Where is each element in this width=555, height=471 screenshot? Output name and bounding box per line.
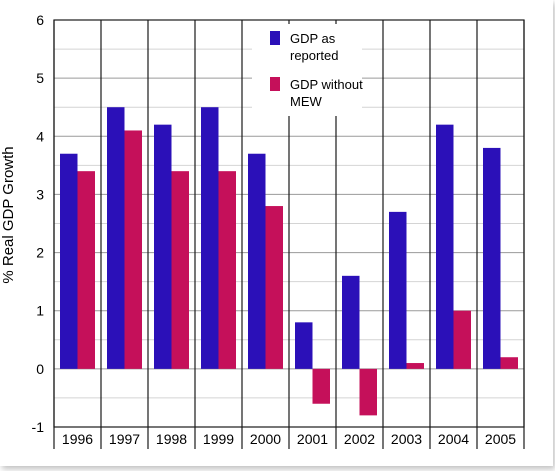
legend-swatch	[270, 31, 280, 45]
y-tick-label: 6	[36, 12, 44, 28]
y-tick-label: 4	[36, 128, 44, 144]
bar-gdp-without-mew-2000	[265, 206, 283, 369]
bar-gdp-without-mew-2002	[359, 368, 377, 416]
legend-label: GDP as	[290, 31, 336, 46]
bar-gdp-without-mew-1996	[77, 171, 95, 369]
bar-gdp-without-mew-2005	[500, 357, 518, 369]
legend-swatch	[270, 77, 280, 91]
x-tick-label: 2002	[344, 431, 375, 447]
x-tick-label: 2000	[250, 431, 281, 447]
bar-gdp-as-reported-2005	[483, 147, 501, 369]
y-tick-label: -1	[32, 419, 45, 435]
x-tick-label: 2004	[438, 431, 469, 447]
bar-gdp-as-reported-1999	[201, 107, 219, 369]
x-tick-label: 1996	[62, 431, 93, 447]
x-tick-label: 1999	[203, 431, 234, 447]
y-tick-label: 1	[36, 303, 44, 319]
bar-gdp-without-mew-1998	[171, 171, 189, 369]
y-axis-title: % Real GDP Growth	[0, 146, 17, 283]
bar-gdp-as-reported-1996	[60, 153, 78, 369]
x-tick-label: 2005	[485, 431, 516, 447]
legend-label: MEW	[290, 94, 323, 109]
bar-gdp-without-mew-2004	[453, 310, 471, 369]
y-tick-label: 0	[36, 361, 44, 377]
y-tick-label: 3	[36, 186, 44, 202]
bar-gdp-as-reported-2002	[342, 275, 360, 369]
legend-label: GDP without	[290, 77, 363, 92]
bar-gdp-as-reported-1997	[107, 107, 125, 369]
legend-label: reported	[290, 48, 338, 63]
y-tick-label: 5	[36, 70, 44, 86]
bar-gdp-without-mew-1999	[218, 171, 236, 369]
bar-gdp-as-reported-2004	[436, 124, 454, 369]
y-tick-label: 2	[36, 245, 44, 261]
plot-border	[53, 19, 525, 428]
bar-gdp-as-reported-2001	[295, 322, 313, 369]
bar-gdp-without-mew-2001	[312, 368, 330, 404]
x-tick-label: 1998	[156, 431, 187, 447]
x-tick-label: 2003	[391, 431, 422, 447]
bar-gdp-as-reported-2000	[248, 153, 266, 369]
bar-gdp-as-reported-1998	[154, 124, 172, 369]
x-tick-label: 1997	[109, 431, 140, 447]
x-tick-label: 2001	[297, 431, 328, 447]
bar-gdp-as-reported-2003	[389, 211, 407, 369]
bar-gdp-without-mew-1997	[124, 130, 142, 369]
bar-gdp-without-mew-2003	[406, 363, 424, 369]
